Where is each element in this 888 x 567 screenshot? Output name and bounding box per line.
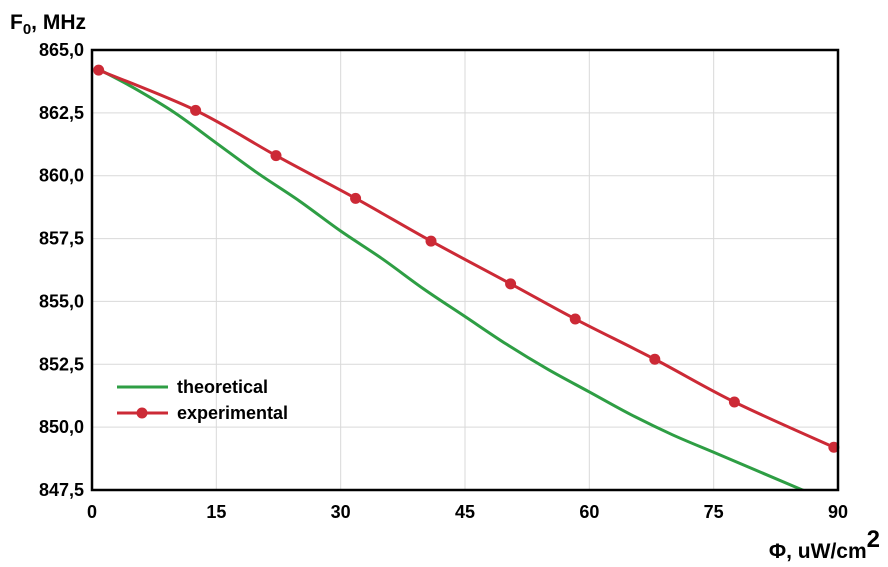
- data-point-experimental: [728, 396, 740, 408]
- y-axis-title-rest: , MHz: [31, 11, 86, 34]
- legend: theoretical experimental: [117, 377, 288, 423]
- x-tick-label: 90: [828, 502, 848, 522]
- data-point-experimental: [569, 313, 581, 325]
- legend-marker-experimental: [136, 407, 148, 419]
- data-point-experimental: [505, 278, 517, 290]
- y-tick-label: 847,5: [39, 480, 84, 500]
- x-axis-title: Φ, uW/cm2: [769, 526, 880, 563]
- y-tick-labels: 865,0 862,5 860,0 857,5 855,0 852,5 850,0 847,5: [39, 40, 84, 500]
- x-axis-title-main: Φ, uW/cm: [769, 540, 867, 563]
- data-point-experimental: [270, 150, 282, 162]
- x-tick-label: 30: [331, 502, 351, 522]
- x-tick-label: 0: [87, 502, 97, 522]
- y-axis-title: F0, MHz: [10, 11, 86, 38]
- x-tick-label: 45: [455, 502, 475, 522]
- y-tick-label: 862,5: [39, 103, 84, 123]
- data-point-experimental: [93, 64, 105, 76]
- y-axis-title-sub: 0: [23, 21, 31, 38]
- y-tick-label: 855,0: [39, 291, 84, 311]
- data-point-experimental: [425, 235, 437, 247]
- x-tick-label: 75: [704, 502, 724, 522]
- series-line-theoretical: [99, 68, 807, 490]
- legend-label-experimental: experimental: [177, 403, 288, 423]
- data-point-experimental: [649, 353, 661, 365]
- data-point-experimental: [828, 441, 840, 453]
- x-tick-labels: 0 15 30 45 60 75 90: [87, 502, 848, 522]
- series-line-experimental: [98, 68, 835, 449]
- y-tick-label: 850,0: [39, 417, 84, 437]
- data-point-experimental: [190, 104, 202, 116]
- legend-label-theoretical: theoretical: [177, 377, 268, 397]
- y-axis-title-main: F: [10, 11, 23, 34]
- legend-item-theoretical: theoretical: [117, 377, 268, 397]
- y-tick-label: 857,5: [39, 229, 84, 249]
- y-tick-label: 852,5: [39, 354, 84, 374]
- x-axis-title-sup: 2: [867, 526, 880, 553]
- series-layer: [93, 64, 840, 490]
- x-tick-label: 15: [206, 502, 226, 522]
- x-tick-label: 60: [579, 502, 599, 522]
- y-tick-label: 860,0: [39, 166, 84, 186]
- data-point-experimental: [350, 192, 362, 204]
- legend-item-experimental: experimental: [117, 403, 288, 423]
- y-tick-label: 865,0: [39, 40, 84, 60]
- plot-frame: [90, 48, 840, 492]
